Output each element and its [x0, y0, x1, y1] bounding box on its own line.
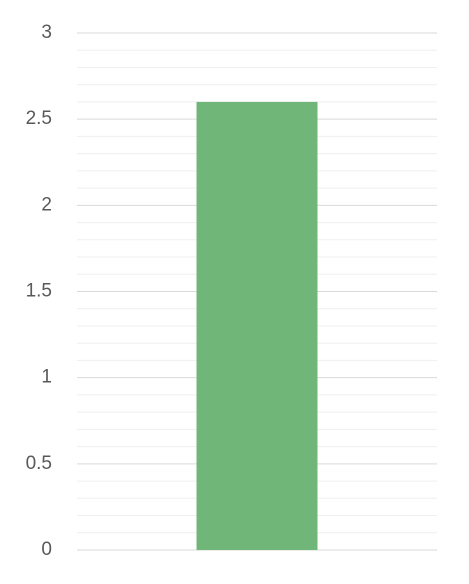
y-tick-label: 3 — [41, 22, 52, 43]
y-tick-label: 2 — [41, 194, 52, 215]
y-tick-label: 1 — [41, 367, 52, 388]
y-tick-label: 0.5 — [26, 453, 52, 474]
y-tick-label: 1.5 — [26, 281, 52, 302]
y-tick-label: 2.5 — [26, 108, 52, 129]
bar — [196, 101, 318, 550]
y-tick-label: 0 — [41, 539, 52, 560]
